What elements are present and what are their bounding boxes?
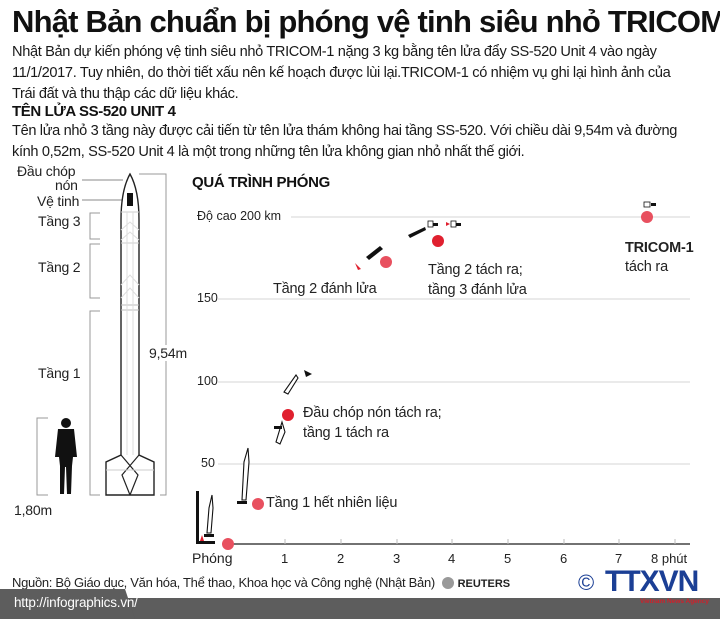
x-label-4: 4 [448, 551, 456, 566]
annotation-nose-2: tầng 1 tách ra [303, 425, 389, 441]
x-label-6: 6 [560, 551, 568, 566]
point-stage2-separation [432, 235, 444, 247]
annotation-tricom-1: TRICOM-1 [625, 240, 694, 256]
x-label-3: 3 [393, 551, 401, 566]
label-length: 9,54m [147, 345, 189, 361]
human-silhouette-icon [55, 418, 77, 494]
annotation-stage1-burnout: Tầng 1 hết nhiên liệu [266, 495, 398, 511]
annotation-tricom-2: tách ra [625, 259, 668, 275]
x-label-1: 1 [281, 551, 289, 566]
label-nose-cone-2: nón [55, 177, 78, 193]
url-tab [0, 589, 135, 619]
point-stage1-burnout [252, 498, 264, 510]
reuters-label: REUTERS [457, 578, 511, 590]
point-stage2-ignition [380, 256, 392, 268]
label-stage1: Tầng 1 [38, 365, 81, 381]
rocket-text-1: Tên lửa nhỏ 3 tầng này được cải tiến từ … [12, 123, 678, 139]
point-tricom-separation [641, 211, 653, 223]
source-label: Nguồn: Bộ Giáo dục, Văn hóa, Thể thao, K… [12, 575, 435, 590]
label-satellite: Vệ tinh [37, 193, 80, 209]
footer-url-link[interactable]: http://infographics.vn/ [14, 595, 138, 610]
annotation-stage2-sep-1: Tầng 2 tách ra; [428, 262, 523, 278]
x-label-launch: Phóng [192, 550, 233, 566]
section-heading: TÊN LỬA SS-520 UNIT 4 [12, 103, 176, 120]
reuters-logo-icon [442, 577, 455, 589]
point-launch [222, 538, 234, 550]
intro-line-2: 11/1/2017. Tuy nhiên, do thời tiết xấu n… [12, 65, 671, 81]
x-label-7: 7 [615, 551, 623, 566]
x-label-2: 2 [337, 551, 345, 566]
y-label-50: 50 [201, 456, 215, 470]
agency-label: Vietnam News Agency [640, 598, 709, 605]
source-text: Nguồn: Bộ Giáo dục, Văn hóa, Thể thao, K… [12, 575, 510, 590]
point-nose-separation [282, 409, 294, 421]
annotation-stage2-ignition: Tầng 2 đánh lửa [273, 281, 377, 297]
y-label-200: Độ cao 200 km [197, 209, 282, 223]
annotation-nose-1: Đầu chóp nón tách ra; [303, 405, 442, 421]
chart-title: QUÁ TRÌNH PHÓNG [192, 174, 331, 191]
copyright-icon: © [578, 570, 595, 595]
rocket-diagram [36, 172, 167, 496]
label-nose-cone-1: Đầu chóp [17, 163, 76, 179]
x-label-8: 8 phút [651, 551, 688, 566]
label-stage2: Tầng 2 [38, 259, 81, 275]
rocket-text-2: kính 0,52m, SS-520 Unit 4 là một trong n… [12, 144, 525, 160]
label-stage3: Tầng 3 [38, 213, 81, 229]
x-label-5: 5 [504, 551, 512, 566]
annotation-stage2-sep-2: tầng 3 đánh lửa [428, 282, 527, 298]
ttxvn-logo: TTXVN [605, 565, 699, 598]
page-title: Nhật Bản chuẩn bị phóng vệ tinh siêu nhỏ… [12, 4, 720, 39]
footer-bar [0, 598, 720, 619]
label-human-height: 1,80m [14, 502, 52, 518]
y-label-100: 100 [197, 374, 218, 388]
launch-chart [196, 201, 690, 545]
intro-line-3: Trái đất và thu thập các dữ liệu khác. [12, 86, 239, 102]
intro-line-1: Nhật Bản dự kiến phóng vệ tinh siêu nhỏ … [12, 44, 657, 60]
y-label-150: 150 [197, 291, 218, 305]
